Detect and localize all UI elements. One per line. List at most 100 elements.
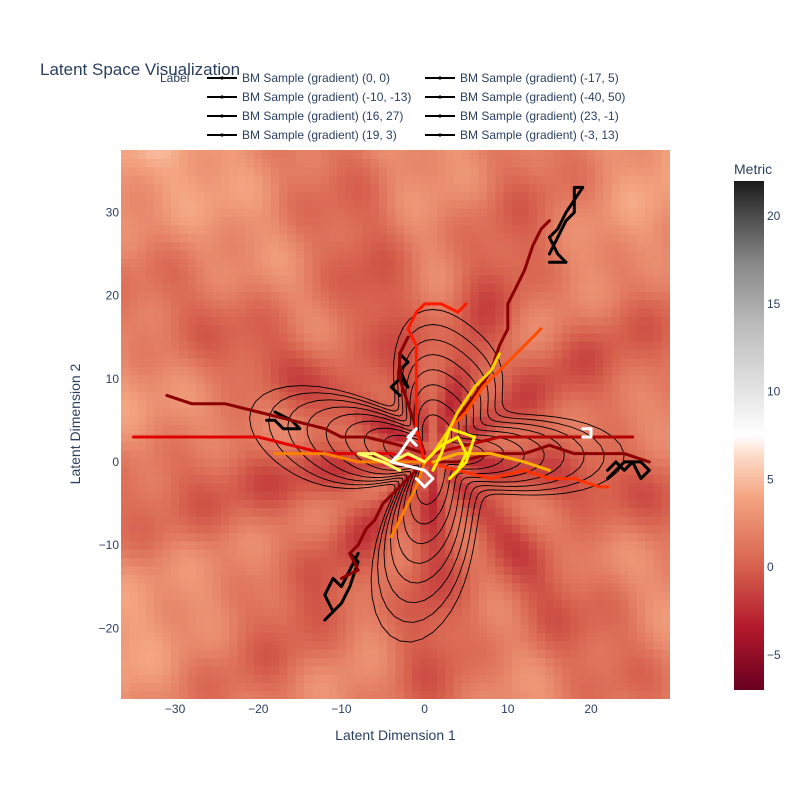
heatmap-cell (536, 640, 546, 650)
heatmap-cell (653, 466, 663, 476)
heatmap-cell (337, 416, 347, 426)
heatmap-cell (553, 524, 563, 534)
heatmap-cell (387, 540, 397, 550)
heatmap-cell (287, 258, 297, 268)
heatmap-cell (304, 274, 313, 284)
heatmap-cell (328, 432, 338, 442)
heatmap-cell (595, 158, 605, 168)
heatmap-cell (353, 283, 363, 293)
heatmap-cell (295, 574, 305, 584)
heatmap-cell (121, 158, 130, 168)
heatmap-cell (511, 590, 521, 600)
heatmap-cell (645, 349, 654, 359)
heatmap-cell (578, 632, 588, 642)
heatmap-cell (661, 357, 670, 367)
heatmap-cell (320, 224, 330, 234)
legend-swatch-marker (220, 95, 224, 99)
heatmap-cell (345, 499, 355, 509)
heatmap-cell (254, 349, 264, 359)
heatmap-cell (179, 474, 189, 484)
heatmap-cell (287, 540, 297, 550)
heatmap-cell (353, 657, 363, 667)
heatmap-cell (545, 690, 555, 699)
heatmap-cell (212, 482, 222, 492)
heatmap-cell (503, 457, 513, 467)
heatmap-cell (645, 607, 654, 617)
heatmap-cell (320, 532, 330, 542)
heatmap-cell (395, 432, 405, 442)
heatmap-cell (170, 324, 180, 334)
heatmap-cell (445, 441, 455, 451)
heatmap-cell (445, 624, 455, 634)
heatmap-cell (254, 216, 264, 226)
heatmap-cell (295, 640, 305, 650)
heatmap-cell (254, 674, 264, 683)
heatmap-cell (195, 491, 205, 500)
heatmap-cell (262, 341, 272, 351)
heatmap-cell (470, 474, 480, 484)
heatmap-cell (603, 216, 613, 226)
heatmap-cell (412, 540, 422, 550)
heatmap-cell (345, 150, 355, 159)
heatmap-cell (603, 391, 613, 401)
heatmap-cell (129, 191, 139, 201)
heatmap-cell (370, 540, 380, 550)
heatmap-cell (661, 299, 670, 309)
heatmap-cell (578, 532, 588, 542)
heatmap-cell (195, 640, 205, 650)
heatmap-cell (470, 590, 480, 600)
heatmap-cell (561, 574, 571, 584)
heatmap-cell (478, 615, 488, 625)
heatmap-cell (378, 649, 388, 659)
heatmap-cell (570, 424, 580, 434)
heatmap-cell (312, 416, 322, 426)
heatmap-cell (328, 632, 338, 642)
heatmap-cell (179, 191, 189, 201)
heatmap-cell (561, 224, 571, 234)
heatmap-cell (487, 549, 496, 559)
heatmap-cell (270, 624, 280, 634)
heatmap-cell (528, 249, 538, 259)
heatmap-cell (520, 216, 530, 226)
heatmap-cell (229, 640, 239, 650)
heatmap-cell (179, 374, 189, 384)
heatmap-cell (162, 382, 172, 392)
heatmap-cell (312, 424, 322, 434)
heatmap-cell (121, 565, 130, 575)
heatmap-cell (420, 158, 430, 168)
heatmap-cell (428, 333, 438, 342)
heatmap-cell (395, 674, 405, 683)
heatmap-cell (412, 233, 422, 243)
heatmap-cell (254, 424, 264, 434)
heatmap-cell (395, 507, 405, 517)
heatmap-cell (570, 557, 580, 567)
heatmap-cell (270, 216, 280, 226)
heatmap-cell (437, 474, 447, 484)
heatmap-cell (378, 682, 388, 692)
heatmap-cell (561, 457, 571, 467)
heatmap-cell (487, 341, 496, 351)
heatmap-cell (595, 191, 605, 201)
heatmap-cell (536, 649, 546, 659)
heatmap-cell (370, 283, 380, 293)
heatmap-cell (270, 582, 280, 592)
heatmap-cell (545, 540, 555, 550)
heatmap-cell (561, 283, 571, 293)
heatmap-cell (428, 382, 438, 392)
heatmap-cell (195, 158, 205, 168)
heatmap-cell (628, 199, 638, 209)
heatmap-cell (636, 524, 646, 534)
heatmap-cell (528, 233, 538, 243)
heatmap-cell (503, 191, 513, 201)
heatmap-cell (511, 316, 521, 326)
heatmap-cell (470, 557, 480, 567)
heatmap-cell (187, 615, 197, 625)
heatmap-cell (628, 474, 638, 484)
heatmap-cell (636, 241, 646, 251)
heatmap-cell (353, 357, 363, 367)
heatmap-cell (628, 574, 638, 584)
heatmap-cell (287, 582, 297, 592)
heatmap-cell (495, 174, 505, 184)
heatmap-cell (503, 557, 513, 567)
heatmap-cell (561, 424, 571, 434)
